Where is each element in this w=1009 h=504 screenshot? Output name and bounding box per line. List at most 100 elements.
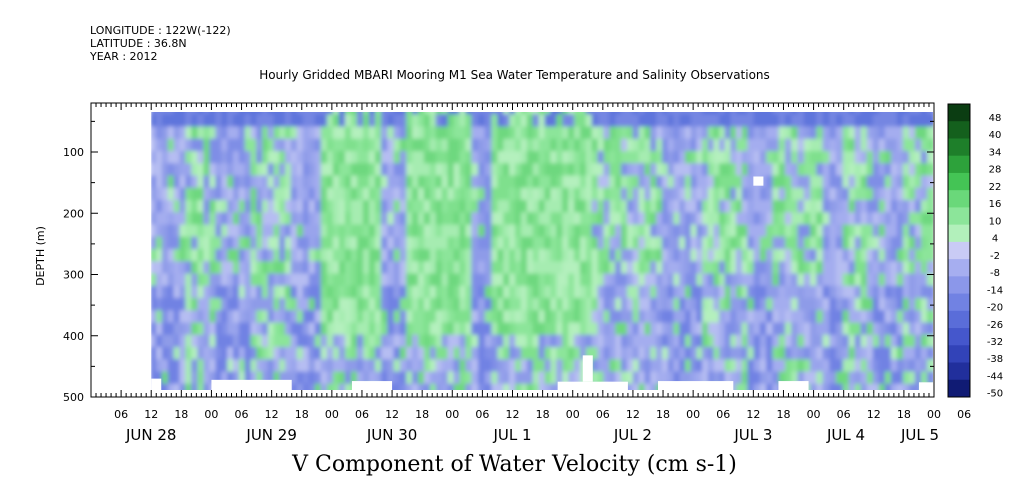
heatmap-cell — [314, 371, 323, 386]
heatmap-cell — [835, 285, 845, 300]
heatmap-cell — [332, 261, 341, 276]
heatmap-cell — [579, 163, 588, 178]
heatmap-cell — [215, 112, 224, 117]
heatmap-cell — [381, 112, 390, 117]
heatmap-cell — [332, 359, 341, 374]
heatmap-cell — [696, 347, 705, 362]
heatmap-cell — [441, 163, 450, 178]
heatmap-cell — [173, 224, 182, 239]
colorbar-label: -32 — [987, 337, 1003, 348]
heatmap-cell — [679, 112, 687, 117]
heatmap-cell — [227, 298, 236, 313]
heatmap-cell — [713, 298, 722, 313]
heatmap-cell — [150, 138, 159, 153]
heatmap-cell — [719, 310, 727, 325]
heatmap-cell — [696, 224, 705, 239]
heatmap-cell — [835, 112, 845, 117]
heatmap-cell — [914, 175, 923, 190]
heatmap-cell — [741, 187, 750, 202]
heatmap-cell — [766, 112, 775, 117]
heatmap-cell — [579, 249, 588, 264]
heatmap-cell — [679, 151, 687, 166]
heatmap-cell — [185, 112, 194, 117]
heatmap-cell — [381, 175, 390, 190]
heatmap-cell — [338, 187, 347, 202]
heatmap-cell — [878, 236, 887, 251]
heatmap-cell — [719, 163, 727, 178]
heatmap-cell — [866, 112, 875, 117]
heatmap-cell — [314, 114, 323, 129]
heatmap-cell — [707, 261, 716, 276]
heatmap-cell — [515, 151, 523, 166]
heatmap-cell — [161, 126, 170, 141]
heatmap-cell — [381, 273, 390, 288]
heatmap-cell — [741, 236, 750, 251]
heatmap-cell — [896, 187, 905, 202]
heatmap-cell — [803, 187, 813, 202]
heatmap-cell — [707, 126, 716, 141]
heatmap-cell — [453, 261, 462, 276]
heatmap-cell — [662, 175, 670, 190]
heatmap-cell — [753, 212, 762, 227]
heatmap-cell — [381, 114, 390, 129]
heatmap-cell — [591, 175, 600, 190]
heatmap-cell — [591, 347, 600, 362]
heatmap-cell — [848, 175, 857, 190]
heatmap-cell — [532, 187, 541, 202]
heatmap-cell — [784, 175, 794, 190]
heatmap-cell — [412, 298, 420, 313]
heatmap-cell — [302, 112, 311, 117]
heatmap-cell — [713, 347, 722, 362]
heatmap-cell — [797, 249, 806, 264]
heatmap-cell — [344, 151, 353, 166]
heatmap-cell — [884, 138, 893, 153]
heatmap-cell — [332, 322, 341, 337]
heatmap-cell — [884, 200, 893, 215]
heatmap-cell — [673, 138, 682, 153]
heatmap-cell — [179, 163, 188, 178]
heatmap-cell — [362, 175, 371, 190]
heatmap-cell — [290, 249, 299, 264]
heatmap-cell — [914, 261, 923, 276]
y-axis-ticks — [91, 120, 934, 398]
heatmap-cell — [296, 187, 305, 202]
heatmap-cell — [515, 285, 523, 300]
heatmap-cell — [429, 371, 438, 386]
heatmap-cell — [423, 138, 432, 153]
heatmap-cell — [332, 112, 341, 117]
heatmap-cell — [267, 138, 276, 153]
heatmap-cell — [435, 273, 444, 288]
heatmap-cell — [662, 371, 670, 386]
heatmap-cell — [747, 236, 756, 251]
heatmap-cell — [926, 112, 933, 117]
heatmap-cell — [878, 138, 887, 153]
heatmap-cell — [538, 187, 547, 202]
heatmap-cell — [568, 187, 577, 202]
heatmap-cell — [262, 298, 270, 313]
heatmap-cell — [860, 322, 869, 337]
heatmap-cell — [736, 322, 744, 337]
heatmap-cell — [441, 187, 450, 202]
heatmap-cell — [417, 200, 426, 215]
heatmap-cell — [150, 322, 159, 337]
heatmap-cell — [326, 224, 335, 239]
y-tick-label: 500 — [63, 391, 84, 404]
heatmap-cell — [822, 163, 832, 178]
heatmap-cell — [173, 285, 182, 300]
heatmap-cell — [730, 212, 739, 227]
heatmap-cell — [609, 138, 618, 153]
heatmap-cell — [406, 126, 415, 141]
heatmap-cell — [690, 347, 699, 362]
heatmap-cell — [860, 163, 869, 178]
heatmap-cell — [191, 285, 200, 300]
heatmap-cell — [412, 322, 420, 337]
heatmap-cell — [484, 236, 494, 251]
heatmap-cell — [308, 359, 317, 374]
heatmap-cell — [615, 212, 624, 227]
heatmap-cell — [673, 249, 682, 264]
heatmap-cell — [484, 224, 494, 239]
heatmap-cell — [866, 212, 875, 227]
heatmap-cell — [784, 249, 794, 264]
heatmap-cell — [810, 236, 819, 251]
heatmap-cell — [161, 138, 170, 153]
